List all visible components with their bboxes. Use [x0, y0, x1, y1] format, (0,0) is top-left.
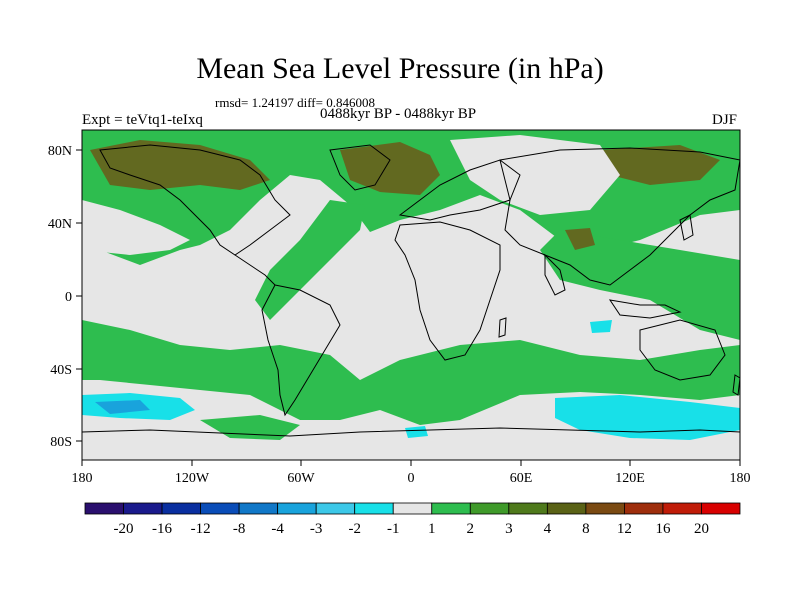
colorbar-swatch: [662, 502, 702, 515]
colorbar-label: -2: [348, 521, 361, 537]
lat-tick-label: 80S: [50, 435, 72, 450]
colorbar-swatch: [701, 502, 741, 515]
colorbar-label: 16: [655, 521, 671, 537]
colorbar-label: 1: [428, 521, 436, 537]
lon-tick-label: 120W: [175, 471, 210, 486]
brown-greenland: [340, 142, 440, 195]
coast-greenland: [329, 144, 391, 191]
brown-asia-patch: [565, 228, 595, 250]
coastlines: [82, 144, 740, 437]
colorbar: -20 -16 -12 -8 -4 -3 -2 -1 1 2 3 4 8 12 16 20: [84, 502, 741, 537]
colorbar-swatch: [431, 502, 471, 515]
lat-tick-label: 80N: [48, 144, 72, 159]
green-atlantic-tongue: [255, 200, 365, 320]
lon-tick-label: 180: [72, 471, 93, 486]
colorbar-label: -4: [271, 521, 284, 537]
coast-new-zealand: [732, 374, 740, 396]
coast-south-america: [261, 284, 341, 417]
plot-title: Mean Sea Level Pressure (in hPa): [196, 52, 604, 85]
coast-north-america: [99, 144, 291, 256]
colorbar-label: 20: [694, 521, 709, 537]
pressure-field: [82, 130, 740, 440]
coast-antarctica: [82, 427, 740, 437]
colorbar-swatch: [546, 502, 587, 515]
colorbar-swatch: [469, 502, 510, 515]
brown-siberia: [600, 145, 720, 185]
colorbar-label: 2: [467, 521, 475, 537]
coast-indonesia: [608, 299, 682, 319]
green-south-band: [82, 320, 740, 425]
lon-ticks: [81, 460, 741, 466]
colorbar-label: -20: [114, 521, 134, 537]
colorbar-swatch: [508, 502, 548, 515]
colorbar-label: 8: [582, 521, 590, 537]
colorbar-swatch: [200, 502, 240, 515]
cyan-indian-ocean-patch: [590, 320, 612, 333]
colorbar-label: 4: [544, 521, 552, 537]
colorbar-swatch: [238, 502, 279, 515]
colorbar-swatch: [161, 502, 201, 515]
colorbar-swatch: [84, 502, 124, 515]
stats-label: rmsd= 1.24197 diff= 0.846008: [215, 95, 375, 110]
lat-tick-label: 0: [65, 290, 72, 305]
colorbar-swatch: [392, 502, 433, 515]
colorbar-label: -3: [310, 521, 323, 537]
green-asia-pacific: [540, 230, 740, 340]
cyan-south-indian: [555, 395, 740, 440]
colorbar-label: -16: [152, 521, 172, 537]
coast-africa: [394, 221, 501, 361]
period-label: 0488kyr BP - 0488kyr BP: [320, 106, 477, 122]
colorbar-swatch: [585, 502, 625, 515]
lon-tick-label: 60E: [510, 471, 533, 486]
coast-australia: [639, 319, 726, 381]
lon-tick-label: 60W: [287, 471, 315, 486]
blue-south-pacific-core: [95, 400, 150, 414]
colorbar-label: 12: [617, 521, 632, 537]
colorbar-label: -12: [191, 521, 211, 537]
colorbar-label: -1: [387, 521, 400, 537]
lon-tick-label: 0: [408, 471, 415, 486]
grey-north-atlantic: [450, 135, 620, 215]
colorbar-label: 3: [505, 521, 513, 537]
colorbar-swatch: [277, 502, 317, 515]
colorbar-label: -8: [233, 521, 246, 537]
coast-india: [544, 253, 566, 296]
coast-europe: [398, 159, 521, 221]
colorbar-swatch: [123, 502, 163, 515]
lon-tick-label: 180: [730, 471, 751, 486]
lat-tick-label: 40N: [48, 217, 72, 232]
lat-ticks: [76, 149, 82, 442]
lon-tick-label: 120E: [615, 471, 645, 486]
season-label: DJF: [712, 112, 738, 128]
brown-north-america: [90, 140, 270, 190]
coast-asia: [499, 147, 740, 286]
colorbar-swatch: [354, 502, 394, 515]
green-antarctic-fringe: [200, 415, 300, 440]
cyan-south-atlantic-patch: [405, 426, 428, 438]
colorbar-swatch: [624, 502, 664, 515]
colorbar-swatch: [315, 502, 356, 515]
coast-japan: [679, 214, 694, 241]
experiment-label: Expt = teVtq1-teIxq: [82, 112, 203, 128]
coast-madagascar: [498, 317, 507, 338]
grey-pacific-north: [82, 200, 190, 255]
lat-tick-label: 40S: [50, 363, 72, 378]
coast-central-america: [234, 254, 276, 286]
